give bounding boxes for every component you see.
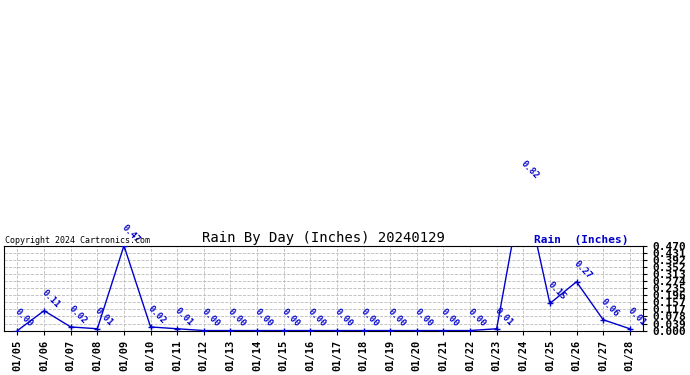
- Text: 0.00: 0.00: [14, 308, 35, 329]
- Text: 0.01: 0.01: [626, 306, 647, 327]
- Text: 0.00: 0.00: [466, 308, 488, 329]
- Text: Rain  (Inches): Rain (Inches): [535, 235, 629, 245]
- Text: 0.00: 0.00: [440, 308, 461, 329]
- Text: 0.15: 0.15: [546, 280, 567, 302]
- Text: 0.02: 0.02: [67, 304, 88, 326]
- Text: 0.01: 0.01: [493, 306, 514, 327]
- Text: 0.00: 0.00: [306, 308, 328, 329]
- Text: 0.00: 0.00: [386, 308, 408, 329]
- Text: 0.11: 0.11: [40, 288, 61, 309]
- Text: 0.00: 0.00: [413, 308, 435, 329]
- Text: 0.00: 0.00: [279, 308, 302, 329]
- Text: 0.01: 0.01: [93, 306, 115, 327]
- Text: 0.82: 0.82: [520, 159, 541, 181]
- Text: 0.06: 0.06: [599, 297, 621, 318]
- Text: 0.00: 0.00: [200, 308, 221, 329]
- Text: 0.47: 0.47: [120, 223, 141, 244]
- Text: 0.00: 0.00: [333, 308, 355, 329]
- Text: 0.00: 0.00: [253, 308, 275, 329]
- Text: 0.01: 0.01: [173, 306, 195, 327]
- Text: 0.00: 0.00: [359, 308, 381, 329]
- Text: 0.27: 0.27: [573, 259, 594, 280]
- Title: Rain By Day (Inches) 20240129: Rain By Day (Inches) 20240129: [202, 231, 445, 244]
- Text: 0.00: 0.00: [226, 308, 248, 329]
- Text: 0.02: 0.02: [146, 304, 168, 326]
- Text: Copyright 2024 Cartronics.com: Copyright 2024 Cartronics.com: [5, 236, 150, 245]
